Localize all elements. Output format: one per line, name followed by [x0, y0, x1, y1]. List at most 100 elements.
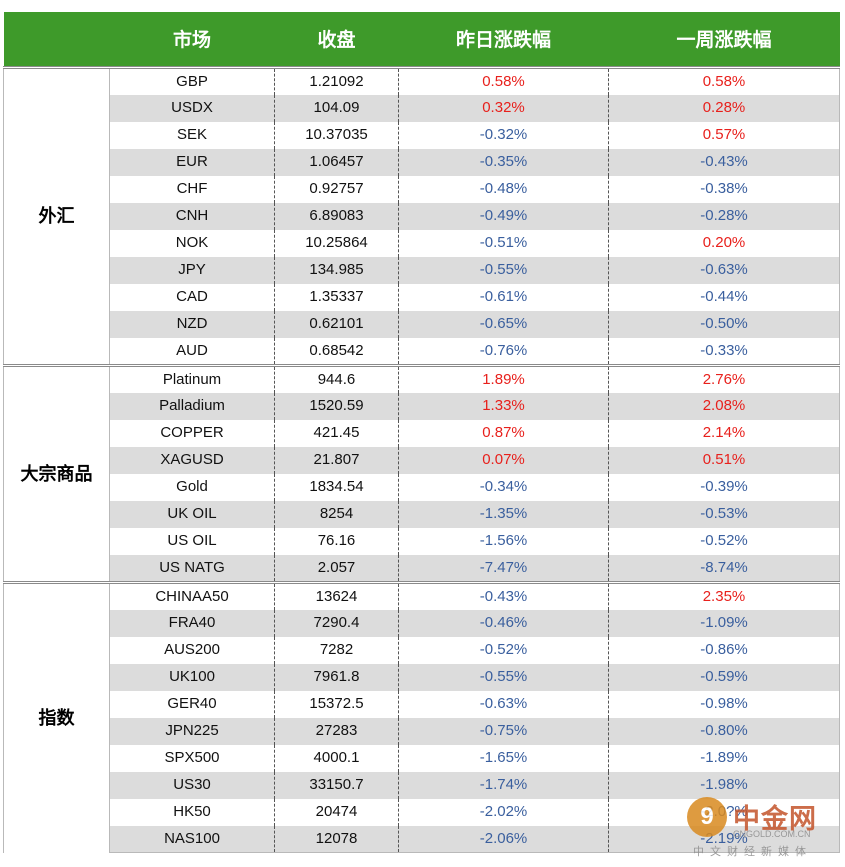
table-row: US OIL 76.16 -1.56% -0.52% [4, 527, 840, 555]
cell-symbol: UK OIL [109, 500, 275, 528]
cell-week-change: -0.28% [608, 202, 840, 230]
header-prev-day-change: 昨日涨跌幅 [455, 30, 551, 52]
cell-week-change: -0.59% [608, 663, 840, 691]
table-row: 大宗商品 Platinum 944.6 1.89% 2.76% [3, 363, 840, 582]
cell-symbol: AUS200 [109, 636, 275, 664]
cell-symbol: Gold [109, 473, 275, 501]
cell-symbol: NAS100 [109, 825, 275, 853]
cell-symbol: US NATG [109, 554, 275, 583]
cell-close: 27283 [274, 717, 399, 745]
header-week-change: 一周涨跌幅 [676, 30, 772, 52]
cell-close: 6.89083 [274, 202, 399, 230]
cell-symbol: NOK [109, 229, 275, 257]
header-category [4, 12, 110, 67]
cell-symbol: HK50 [109, 798, 275, 826]
header-close: 收盘 [317, 30, 356, 52]
cell-symbol: GBP [109, 65, 275, 95]
cell-close: 1834.54 [274, 473, 399, 501]
cell-prev-day-change: -0.32% [398, 121, 609, 149]
cell-week-change: -0.38% [608, 175, 840, 203]
cell-prev-day-change: -0.75% [398, 717, 609, 745]
cell-prev-day-change: -0.61% [398, 283, 609, 311]
cell-symbol: UK100 [109, 663, 275, 691]
cell-prev-day-change: 0.07% [398, 446, 609, 474]
table-row: UK OIL 8254 -1.35% -0.53% [4, 500, 840, 528]
cell-close: 944.6 [274, 363, 399, 393]
cell-symbol: AUD [109, 337, 275, 366]
cell-symbol: Platinum [109, 363, 275, 393]
cell-symbol: CHINAA50 [109, 580, 275, 610]
cell-symbol: USDX [109, 94, 275, 122]
cell-symbol: US30 [109, 771, 275, 799]
cell-prev-day-change: 0.32% [398, 94, 609, 122]
cell-prev-day-change: -0.48% [398, 175, 609, 203]
cell-week-change: -0.39% [608, 473, 840, 501]
cell-week-change: 2.76% [608, 363, 840, 393]
table-row: US30 33150.7 -1.74% -1.98% [4, 771, 840, 799]
table-row: 指数 CHINAA50 13624 -0.43% 2.35% [3, 580, 840, 853]
cell-week-change: -0.44% [608, 283, 840, 311]
cell-week-change: -0.43% [608, 148, 840, 176]
table-row: JPY 134.985 -0.55% -0.63% [4, 256, 840, 284]
cell-close: 21.807 [274, 446, 399, 474]
cell-symbol: US OIL [109, 527, 275, 555]
header-market: 市场 [172, 30, 211, 52]
cell-week-change: -0.80% [608, 717, 840, 745]
cell-prev-day-change: -0.55% [398, 256, 609, 284]
cell-prev-day-change: -1.65% [398, 744, 609, 772]
table-row: XAGUSD 21.807 0.07% 0.51% [4, 446, 840, 474]
cell-week-change: 0.57% [608, 121, 840, 149]
table-row: SEK 10.37035 -0.32% 0.57% [4, 121, 840, 149]
cell-symbol: FRA40 [109, 609, 275, 637]
cell-week-change: -0.50% [608, 310, 840, 338]
table-row: NOK 10.25864 -0.51% 0.20% [4, 229, 840, 257]
cell-prev-day-change: -2.02% [398, 798, 609, 826]
cell-close: 10.25864 [274, 229, 399, 257]
cell-close: 10.37035 [274, 121, 399, 149]
cell-close: 76.16 [274, 527, 399, 555]
cell-prev-day-change: -1.74% [398, 771, 609, 799]
table-body: 外汇 GBP 1.21092 0.58% 0.58% USDX 104.09 0.32% 0.2… [3, 65, 840, 853]
cell-prev-day-change: 0.58% [398, 65, 609, 95]
table-row: Gold 1834.54 -0.34% -0.39% [4, 473, 840, 501]
cell-week-change: -0.52% [608, 527, 840, 555]
cell-prev-day-change: -0.34% [398, 473, 609, 501]
cell-prev-day-change: -0.51% [398, 229, 609, 257]
table-row: JPN225 27283 -0.75% -0.80% [4, 717, 840, 745]
cell-prev-day-change: -1.35% [398, 500, 609, 528]
cell-week-change: 0.58% [608, 65, 840, 95]
cell-close: 7290.4 [274, 609, 399, 637]
cell-close: 13624 [274, 580, 399, 610]
cell-close: 421.45 [274, 419, 399, 447]
table-row: COPPER 421.45 0.87% 2.14% [4, 419, 840, 447]
watermark-slogan: 中文财经新媒体 [693, 846, 812, 858]
table-row: USDX 104.09 0.32% 0.28% [4, 94, 840, 122]
cell-close: 134.985 [274, 256, 399, 284]
cell-prev-day-change: 1.33% [398, 392, 609, 420]
cell-close: 7961.8 [274, 663, 399, 691]
cell-week-change: 0.28% [608, 94, 840, 122]
table-row: FRA40 7290.4 -0.46% -1.09% [4, 609, 840, 637]
cell-prev-day-change: -2.06% [398, 825, 609, 853]
cell-week-change: -0.33% [608, 337, 840, 366]
cell-week-change: -0.53% [608, 500, 840, 528]
cell-prev-day-change: -1.56% [398, 527, 609, 555]
table-row: SPX500 4000.1 -1.65% -1.89% [4, 744, 840, 772]
table-row: CHF 0.92757 -0.48% -0.38% [4, 175, 840, 203]
cell-close: 104.09 [274, 94, 399, 122]
cell-close: 15372.5 [274, 690, 399, 718]
cell-symbol: XAGUSD [109, 446, 275, 474]
cell-close: 0.68542 [274, 337, 399, 366]
table-row: AUS200 7282 -0.52% -0.86% [4, 636, 840, 664]
cell-close: 7282 [274, 636, 399, 664]
cell-close: 8254 [274, 500, 399, 528]
cell-prev-day-change: 0.87% [398, 419, 609, 447]
cell-week-change: -1.98% [608, 771, 840, 799]
cell-week-change: -0.86% [608, 636, 840, 664]
cell-prev-day-change: -0.46% [398, 609, 609, 637]
cell-close: 4000.1 [274, 744, 399, 772]
cell-prev-day-change: -0.55% [398, 663, 609, 691]
cngold-logo-icon: 9 [687, 797, 727, 837]
cell-prev-day-change: -0.65% [398, 310, 609, 338]
cell-prev-day-change: -0.43% [398, 580, 609, 610]
